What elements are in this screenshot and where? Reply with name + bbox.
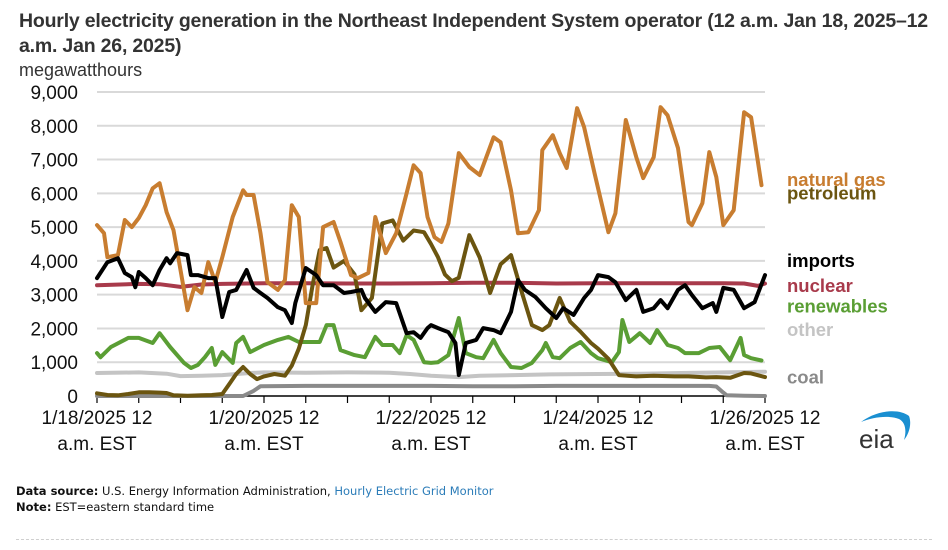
x-tick-label: 1/26/2025 12 (710, 408, 821, 429)
y-axis-ticks: 0 1,000 2,000 3,000 4,000 5,000 6,000 7,000 8,00… (30, 83, 78, 408)
series-line-coal (95, 383, 767, 398)
note-text: EST=eastern standard time (55, 500, 215, 514)
x-tick-label: 1/18/2025 12 (42, 408, 153, 429)
legend-label-renewables: renewables (787, 295, 888, 316)
y-axis-label: megawatthours (19, 60, 143, 80)
x-tick-label: a.m. EST (57, 434, 137, 455)
grid-monitor-link[interactable]: Hourly Electric Grid Monitor (334, 484, 494, 498)
y-tick-label: 3,000 (30, 286, 78, 307)
x-tick-label: a.m. EST (558, 434, 638, 455)
series-line-natural-gas (95, 105, 764, 313)
series-line-nuclear (95, 280, 767, 289)
x-tick-label: a.m. EST (224, 434, 304, 455)
legend-label-coal: coal (787, 366, 824, 387)
y-tick-label: 7,000 (30, 151, 78, 172)
y-tick-label: 9,000 (30, 83, 78, 104)
data-source-label: Data source: (16, 484, 99, 498)
series-line-petroleum (95, 218, 767, 398)
x-tick-label: a.m. EST (725, 434, 805, 455)
eia-logo-swoosh-icon (861, 411, 911, 440)
legend-label-nuclear: nuclear (787, 275, 853, 296)
x-tick-label: 1/24/2025 12 (543, 408, 654, 429)
y-tick-label: 5,000 (30, 218, 78, 239)
eia-logo-text: eia (859, 424, 894, 453)
chart-title: Hourly electricity generation in the Nor… (19, 10, 928, 57)
y-tick-label: 2,000 (30, 319, 78, 340)
legend-label-imports: imports (787, 250, 855, 271)
footer-divider (16, 539, 932, 540)
eia-logo: eia (859, 411, 911, 453)
data-source-line: Data source: U.S. Energy Information Adm… (16, 484, 493, 498)
legend-label-petroleum: petroleum (787, 182, 876, 203)
y-tick-label: 6,000 (30, 184, 78, 205)
legend-label-natural-gas: natural gas (787, 169, 886, 190)
y-tick-label: 8,000 (30, 117, 78, 138)
legend-label-other: other (787, 319, 833, 340)
note-label: Note: (16, 500, 52, 514)
x-tick-label: 1/22/2025 12 (376, 408, 487, 429)
y-tick-label: 4,000 (30, 252, 78, 273)
y-tick-label: 1,000 (30, 353, 78, 374)
line-chart: 0 1,000 2,000 3,000 4,000 5,000 6,000 7,000 8,00… (30, 83, 888, 455)
y-tick-label: 0 (67, 387, 78, 408)
series-line-imports (95, 251, 767, 378)
data-source-text: U.S. Energy Information Administration, (102, 484, 331, 498)
note-line: Note: EST=eastern standard time (16, 500, 214, 514)
x-tick-label: a.m. EST (391, 434, 471, 455)
x-tick-label: 1/20/2025 12 (209, 408, 320, 429)
series-lines (95, 105, 767, 398)
series-line-renewables (95, 316, 764, 370)
x-axis: 1/18/2025 12 a.m. EST 1/20/2025 12 a.m. EST… (42, 395, 821, 455)
